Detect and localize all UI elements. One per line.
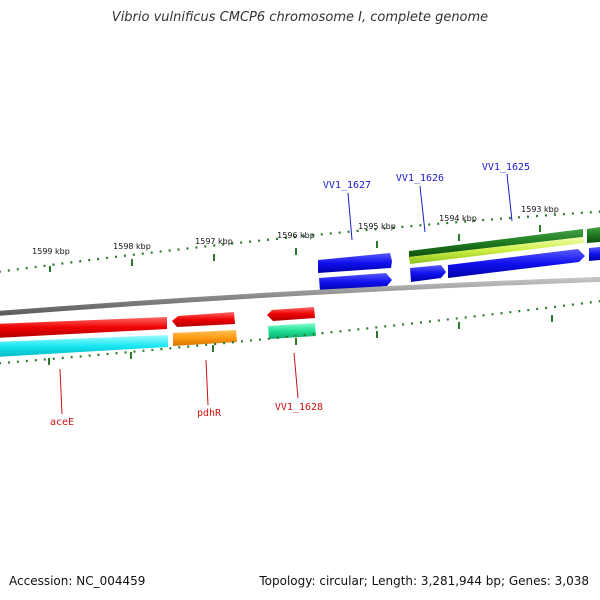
gene-acee-inner[interactable] (0, 335, 168, 357)
gene-label-vv1-1627[interactable]: VV1_1627 (323, 180, 371, 191)
ruler-ticks (49, 225, 541, 272)
gene-vv1-1626-outer[interactable] (409, 229, 583, 257)
accession-text: Accession: NC_004459 (9, 574, 146, 588)
gene-pdhr-inner[interactable] (173, 330, 237, 346)
callout-line (347, 192, 353, 241)
callout-line (205, 359, 209, 406)
callout-line (293, 352, 299, 399)
ruler-label: 1595 kbp (358, 222, 396, 231)
gene-vv1-1626-inner[interactable] (410, 265, 446, 282)
inner-ruler-ticks (48, 315, 553, 365)
gene-vv1-1625-inner[interactable] (448, 249, 585, 278)
callout-line (59, 368, 63, 415)
gene-label-acee[interactable]: aceE (50, 417, 74, 428)
gene-label-vv1-1628[interactable]: VV1_1628 (275, 402, 323, 413)
gene-label-pdhr[interactable]: pdhR (197, 408, 222, 419)
gene-vv1-1628-inner[interactable] (268, 323, 316, 339)
gene-pdhr-outer[interactable] (172, 312, 235, 327)
gene-vv1-1626-mid[interactable] (409, 237, 584, 264)
gene-edge-green[interactable] (587, 227, 600, 243)
callout-line (419, 185, 426, 233)
genome-backbone (0, 276, 600, 316)
topology-text: Topology: circular; Length: 3,281,944 bp… (259, 574, 589, 588)
gene-vv1-1628-outer[interactable] (267, 307, 315, 321)
ruler-label: 1598 kbp (113, 242, 151, 251)
callout-line (506, 173, 513, 222)
gene-label-vv1-1625[interactable]: VV1_1625 (482, 162, 530, 173)
gene-vv1-1627-outer[interactable] (318, 253, 392, 273)
gene-label-vv1-1626[interactable]: VV1_1626 (396, 173, 444, 184)
ruler-label: 1594 kbp (439, 214, 477, 223)
ruler-label: 1599 kbp (32, 247, 70, 256)
gene-acee-outer[interactable] (0, 317, 167, 338)
map-title: Vibrio vulnificus CMCP6 chromosome I, co… (111, 10, 489, 25)
ruler-label: 1596 kbp (277, 231, 315, 240)
gene-vv1-1627-inner[interactable] (319, 273, 392, 291)
gene-edge-blue[interactable] (589, 247, 600, 261)
ruler-label: 1593 kbp (521, 205, 559, 214)
ruler-label: 1597 kbp (195, 237, 233, 246)
